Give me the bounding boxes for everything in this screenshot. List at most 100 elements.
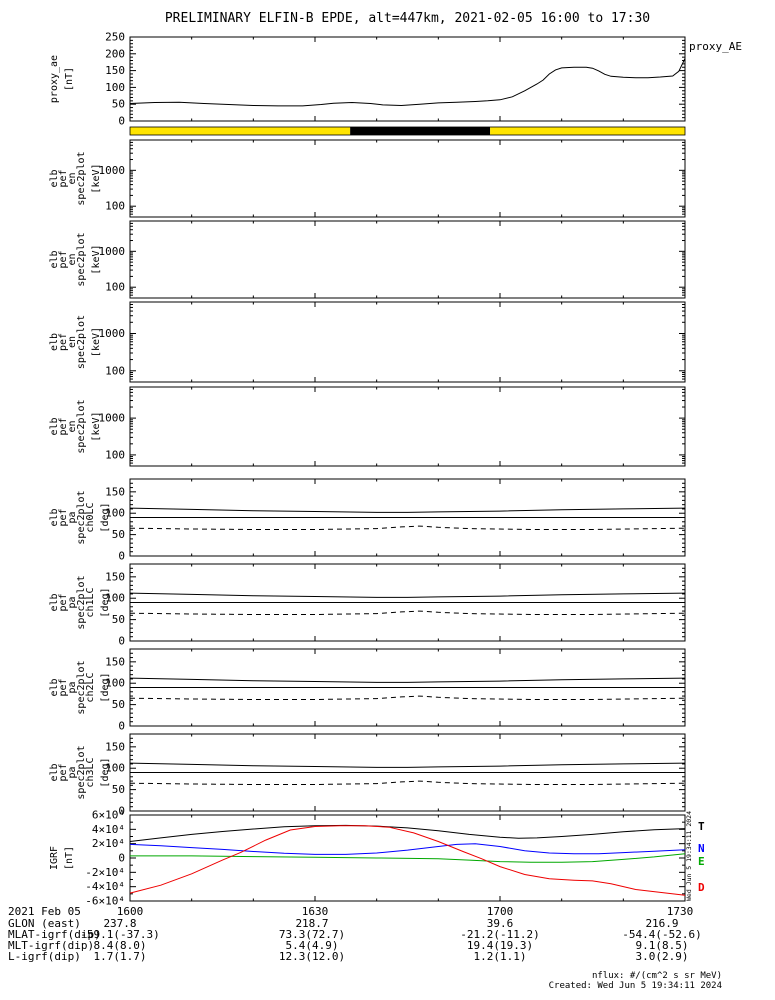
series-N [129,843,686,855]
y-axis-label: pef [58,678,69,696]
panel-flag_bar [129,126,686,136]
ytick-label: 150 [105,64,125,77]
ytick-label: 4×10⁴ [92,823,125,836]
date-label: 2021 Feb 05 [8,905,81,918]
ytick-label: 0 [118,805,125,818]
x-axis-tick-labels: 2021 Feb 05 1600 1630 1700 1730 [0,905,775,918]
ytick-label: 150 [105,485,125,498]
y-axis-label: pef [58,593,69,611]
y-axis-label: IGRF [49,846,60,870]
y-axis-label: pef [58,169,69,187]
y-axis-label: spec2plot [76,660,87,714]
y-axis-unit: [nT] [64,67,75,91]
y-axis-unit: [deg] [100,502,111,532]
series-anti-loss-cone [129,780,686,785]
footer-value: 1.2(1.1) [473,950,527,963]
y-axis-unit: [deg] [100,587,111,617]
y-axis-label: en [67,253,78,265]
y-axis-label: spec2plot [76,399,87,453]
ytick-label: -6×10⁴ [85,895,125,908]
ytick-label: 2×10⁴ [92,837,125,850]
ytick-label: 1000 [99,327,126,340]
series-loss-cone [129,762,686,768]
ytick-label: 0 [118,635,125,648]
xtick-1630: 1630 [301,905,329,918]
ytick-label: 100 [105,592,125,605]
ytick-label: 0 [118,852,125,865]
ytick-label: 100 [105,281,125,294]
ytick-label: 0 [118,115,125,128]
ytick-label: 50 [112,698,125,711]
footer-value: 8.4(8.0) [93,939,147,952]
footer-value: 237.8 [103,917,137,930]
flag-segment [490,127,685,135]
y-axis-label: en [67,336,78,348]
panel-proxy_ae: 0 50 100 150 200 250 proxy_ae [nT] [49,31,686,128]
footer-value: 5.4(4.9) [285,939,339,952]
y-axis-label: elb [49,250,60,268]
y-axis-label: en [67,172,78,184]
igrf-legend-D: D [698,881,705,894]
ytick-label: 200 [105,47,125,60]
series-anti-loss-cone [129,525,686,530]
ytick-label: 6×10⁴ [92,809,125,822]
ytick-label: 50 [112,98,125,111]
y-axis-label: elb [49,678,60,696]
y-axis-label: spec2plot [76,745,87,799]
panel-frame [129,220,686,299]
footer-row-l: L-igrf(dip) 1.7(1.7) 12.3(12.0) 1.2(1.1)… [0,950,775,963]
y-axis-label: elb [49,333,60,351]
series-loss-cone [129,677,686,683]
footer-row-mlt: MLT-igrf(dip) 8.4(8.0) 5.4(4.9) 19.4(19.… [0,939,775,952]
ytick-label: 50 [112,528,125,541]
ytick-label: 250 [105,31,125,44]
y-axis-unit: [keV] [91,411,102,441]
ytick-label: 100 [105,677,125,690]
footer-value: 39.6 [486,917,514,930]
series-T [129,824,686,842]
series-loss-cone [129,507,686,513]
series-E [130,853,686,863]
igrf-legend-E: E [698,855,705,868]
y-axis-unit: [keV] [91,244,102,274]
series-D [129,825,686,896]
ytick-label: 1000 [99,245,126,258]
series-anti-loss-cone [129,610,686,615]
ytick-label: 1000 [99,164,126,177]
footer-value: 218.7 [295,917,329,930]
footer-row-label: MLAT-igrf(dip) [8,928,101,941]
series-anti-loss-cone [129,695,686,700]
xtick-1600: 1600 [116,905,144,918]
y-axis-label: proxy_ae [49,55,60,103]
footer-row-glon: GLON (east) 237.8 218.7 39.6 216.9 [0,917,775,930]
footer-value: 12.3(12.0) [278,950,346,963]
y-axis-label: ch0LC [85,502,96,532]
ytick-label: 100 [105,762,125,775]
ytick-label: 0 [118,550,125,563]
y-axis-label: pef [58,763,69,781]
footer-value: 9.1(8.5) [635,939,689,952]
ytick-label: -4×10⁴ [85,880,125,893]
panel-frame [129,36,686,122]
y-axis-unit: [keV] [91,327,102,357]
igrf-legend-T: T [698,820,705,833]
y-axis-label: elb [49,763,60,781]
footer-row-label: MLT-igrf(dip) [8,939,95,952]
ytick-label: 50 [112,613,125,626]
ytick-label: 150 [105,740,125,753]
footer-row-label: GLON (east) [8,917,81,930]
xtick-1730: 1730 [666,905,694,918]
y-axis-label: en [67,420,78,432]
footer-value: -54.4(-52.6) [622,928,702,941]
y-axis-label: pa [67,766,78,778]
y-axis-unit: [deg] [100,757,111,787]
